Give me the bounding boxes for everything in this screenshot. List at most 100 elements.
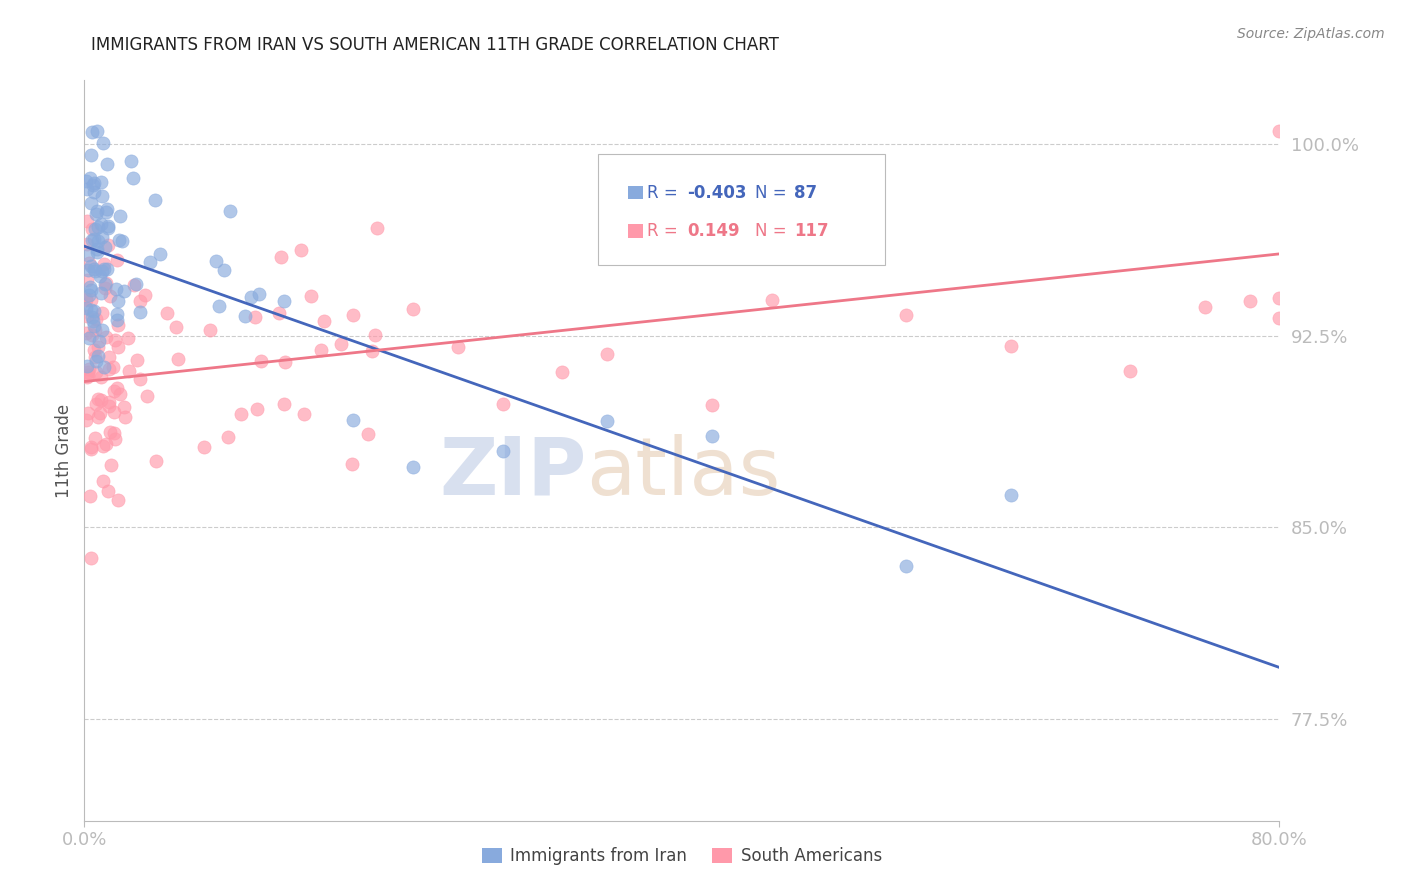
Point <box>105 381 128 395</box>
Point <box>111 234 134 248</box>
Point <box>129 372 152 386</box>
Point <box>86 124 108 138</box>
Point <box>112 400 135 414</box>
Point <box>402 301 425 316</box>
Point <box>96 330 118 344</box>
Point <box>97 221 120 235</box>
Point <box>94 240 117 254</box>
Point <box>83 232 105 246</box>
Point <box>212 262 235 277</box>
Point <box>75 292 97 306</box>
Point <box>94 281 117 295</box>
Point <box>94 277 117 292</box>
Point <box>103 384 125 399</box>
Text: 0.149: 0.149 <box>688 222 740 240</box>
Point <box>96 202 118 216</box>
Point <box>193 441 215 455</box>
Point <box>596 414 619 428</box>
Point <box>249 353 271 368</box>
Point <box>149 247 172 261</box>
Point <box>83 185 105 199</box>
Point <box>87 409 110 424</box>
Point <box>89 268 111 283</box>
Point <box>239 290 262 304</box>
Point <box>86 242 108 256</box>
Point <box>447 340 470 354</box>
Point <box>76 310 98 324</box>
Point <box>1000 488 1022 502</box>
Point <box>110 387 132 401</box>
Point <box>104 432 127 446</box>
Point <box>342 413 364 427</box>
Point <box>80 310 103 324</box>
Text: atlas: atlas <box>586 434 780 512</box>
Point <box>83 261 105 276</box>
Point <box>107 293 129 308</box>
Point <box>97 350 120 364</box>
Point <box>134 288 156 302</box>
Point <box>208 299 231 313</box>
Point <box>83 221 105 235</box>
Point <box>105 307 128 321</box>
Point <box>84 350 107 364</box>
Point <box>98 395 121 409</box>
Point <box>219 204 242 219</box>
Point <box>77 247 100 261</box>
Point <box>98 425 121 439</box>
Point <box>76 369 98 384</box>
Y-axis label: 11th Grade: 11th Grade <box>55 403 73 498</box>
Point <box>98 288 121 302</box>
Point <box>1268 124 1291 138</box>
Point <box>87 392 110 407</box>
Point <box>492 444 515 458</box>
Point <box>93 359 115 374</box>
Point <box>103 426 125 441</box>
Point <box>117 330 139 344</box>
Point <box>76 237 98 252</box>
Point <box>87 340 110 354</box>
Point <box>82 313 104 327</box>
Point <box>357 427 380 442</box>
Point <box>75 293 97 307</box>
Point <box>107 340 129 354</box>
Point <box>145 454 167 468</box>
Point <box>76 406 98 420</box>
Point <box>82 233 104 247</box>
Point <box>87 220 110 235</box>
Point <box>156 305 179 319</box>
Point <box>129 305 152 319</box>
Point <box>86 245 108 260</box>
Point <box>292 407 315 421</box>
Point <box>83 343 105 357</box>
Point <box>83 319 105 334</box>
Point <box>402 460 425 475</box>
Point <box>80 283 103 297</box>
Point <box>231 407 253 421</box>
Point <box>83 177 105 191</box>
Point <box>98 362 121 376</box>
Point <box>104 333 127 347</box>
Point <box>165 319 187 334</box>
Point <box>1000 339 1022 353</box>
Point <box>84 397 107 411</box>
Point <box>79 489 101 503</box>
Point <box>104 282 127 296</box>
Point <box>700 399 723 413</box>
Point <box>342 308 364 322</box>
Point <box>340 457 363 471</box>
Point <box>75 301 97 316</box>
Point <box>79 362 101 376</box>
Point <box>80 302 103 317</box>
Text: N =: N = <box>755 222 792 240</box>
Point <box>77 368 100 382</box>
Point <box>103 405 125 419</box>
Point <box>129 294 152 309</box>
Point <box>87 334 110 349</box>
Text: IMMIGRANTS FROM IRAN VS SOUTH AMERICAN 11TH GRADE CORRELATION CHART: IMMIGRANTS FROM IRAN VS SOUTH AMERICAN 1… <box>91 36 779 54</box>
Text: -0.403: -0.403 <box>688 184 747 202</box>
Point <box>105 253 128 268</box>
Point <box>107 318 129 332</box>
Point <box>894 308 917 322</box>
Point <box>90 392 112 407</box>
Point <box>114 284 136 298</box>
